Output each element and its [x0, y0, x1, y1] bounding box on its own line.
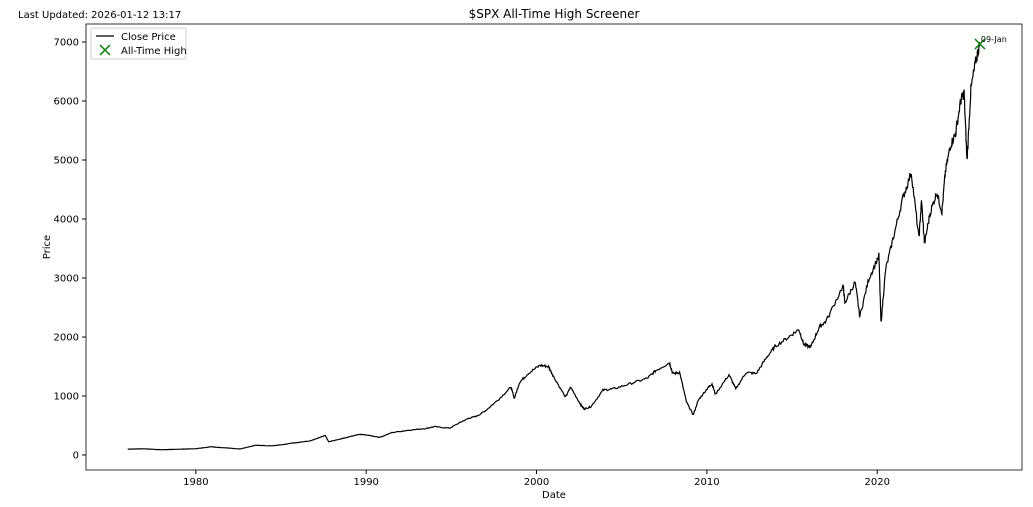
y-tick-label: 2000: [54, 333, 79, 344]
all-time-high-label: 09-Jan: [981, 35, 1007, 44]
chart-title: $SPX All-Time High Screener: [469, 7, 640, 21]
y-tick-label: 6000: [54, 96, 79, 107]
x-tick-label: 1990: [353, 477, 378, 488]
y-tick-label: 0: [73, 451, 79, 462]
y-tick-label: 1000: [54, 392, 79, 403]
all-time-high-marker: [974, 38, 986, 50]
legend: Close Price All-Time High: [90, 27, 187, 60]
y-tick-label: 7000: [54, 37, 79, 48]
legend-box: [90, 27, 187, 60]
x-tick-label: 1980: [183, 477, 208, 488]
x-tick-label: 2010: [694, 477, 719, 488]
axes-frame: [85, 23, 1023, 471]
y-tick-label: 4000: [54, 215, 79, 226]
x-tick-label: 2000: [524, 477, 549, 488]
legend-x-marker-icon: [99, 44, 111, 56]
x-axis-label: Date: [542, 490, 566, 501]
y-tick-label: 3000: [54, 274, 79, 285]
y-axis-label: Price: [42, 235, 53, 259]
y-tick-label: 5000: [54, 156, 79, 167]
legend-all-time-high: All-Time High: [121, 46, 187, 57]
legend-close-price: Close Price: [121, 32, 176, 43]
close-price-line: [127, 42, 981, 451]
x-tick-label: 2020: [864, 477, 889, 488]
last-updated-text: Last Updated: 2026-01-12 13:17: [18, 10, 181, 21]
